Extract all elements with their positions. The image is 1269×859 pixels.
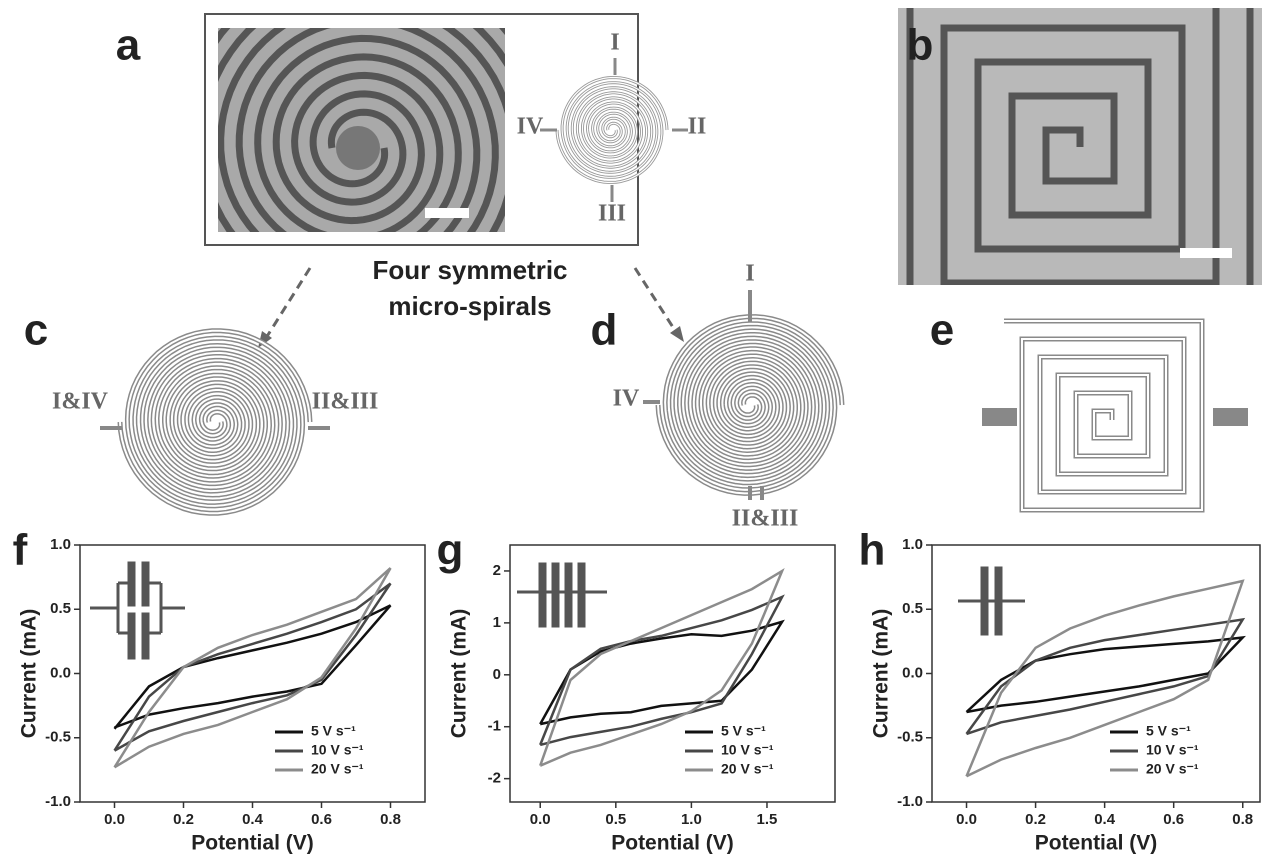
terminal-label: I bbox=[610, 30, 619, 56]
square-spiral-inner bbox=[1004, 321, 1202, 510]
y-tick-label: 1.0 bbox=[50, 536, 71, 553]
spiral-diagram-d bbox=[658, 317, 842, 494]
y-tick-label: 2 bbox=[493, 562, 501, 579]
spiral-diagram-c bbox=[120, 331, 310, 514]
legend-label: 20 V s⁻¹ bbox=[311, 761, 364, 777]
legend-label: 20 V s⁻¹ bbox=[721, 761, 774, 777]
x-axis-label: Potential (V) bbox=[1035, 832, 1158, 855]
terminal-label: IV bbox=[613, 386, 640, 412]
scale-bar bbox=[1180, 248, 1232, 258]
legend-label: 5 V s⁻¹ bbox=[1146, 723, 1191, 739]
legend-label: 5 V s⁻¹ bbox=[311, 723, 356, 739]
x-tick-label: 0.6 bbox=[311, 811, 332, 828]
panel-label: d bbox=[591, 306, 618, 355]
panel-label: b bbox=[907, 21, 934, 70]
terminal-label: IV bbox=[517, 114, 544, 140]
x-tick-label: 0.0 bbox=[530, 811, 551, 828]
panel-label: h bbox=[859, 526, 886, 575]
panel-label: a bbox=[116, 21, 141, 70]
y-tick-label: 0.0 bbox=[50, 664, 71, 681]
inset-h bbox=[958, 568, 1025, 634]
caption-line: Four symmetric bbox=[372, 255, 567, 285]
figure: I II III IV Four symmetric micro-spirals… bbox=[0, 0, 1269, 859]
legend-label: 10 V s⁻¹ bbox=[721, 742, 774, 758]
terminal-label: II&III bbox=[312, 389, 379, 415]
x-tick-label: 0.2 bbox=[1025, 811, 1046, 828]
spiral-diagram-a bbox=[557, 78, 667, 183]
terminal-label: III bbox=[598, 201, 626, 227]
terminal-label: II&III bbox=[732, 506, 799, 532]
terminal-pad bbox=[982, 408, 1017, 426]
panel-label: g bbox=[437, 526, 464, 575]
terminal-label: I&IV bbox=[52, 389, 109, 415]
legend-label: 20 V s⁻¹ bbox=[1146, 761, 1199, 777]
y-tick-label: -1.0 bbox=[45, 793, 71, 810]
scale-bar bbox=[425, 208, 469, 218]
terminal-label: I bbox=[745, 261, 754, 287]
inset-f bbox=[90, 563, 185, 658]
terminal-pad bbox=[1213, 408, 1248, 426]
y-tick-label: 1.0 bbox=[902, 536, 923, 553]
terminal-label: II bbox=[688, 114, 707, 140]
y-tick-label: 0.5 bbox=[50, 600, 71, 617]
y-axis-label: Current (mA) bbox=[448, 609, 471, 739]
photo-a-center bbox=[336, 126, 380, 170]
x-tick-label: 0.2 bbox=[173, 811, 194, 828]
x-tick-label: 0.4 bbox=[1094, 811, 1116, 828]
caption-line: micro-spirals bbox=[388, 291, 551, 321]
y-axis-label: Current (mA) bbox=[870, 609, 893, 739]
page: {"figure":{"panel_labels":["a","b","c","… bbox=[0, 0, 1269, 859]
x-axis-label: Potential (V) bbox=[611, 832, 734, 855]
legend-label: 5 V s⁻¹ bbox=[721, 723, 766, 739]
x-tick-label: 0.0 bbox=[956, 811, 977, 828]
x-tick-label: 0.5 bbox=[605, 811, 626, 828]
x-tick-label: 0.8 bbox=[380, 811, 401, 828]
x-tick-label: 1.5 bbox=[757, 811, 778, 828]
x-tick-label: 0.6 bbox=[1163, 811, 1184, 828]
panel-label: e bbox=[930, 306, 954, 355]
y-tick-label: 0 bbox=[493, 666, 501, 683]
y-tick-label: 0.0 bbox=[902, 664, 923, 681]
y-tick-label: -2 bbox=[488, 770, 501, 787]
y-tick-label: -1.0 bbox=[897, 793, 923, 810]
x-tick-label: 1.0 bbox=[681, 811, 702, 828]
y-tick-label: -1 bbox=[488, 718, 501, 735]
y-tick-label: -0.5 bbox=[45, 729, 71, 746]
inset-g bbox=[517, 564, 607, 626]
legend-label: 10 V s⁻¹ bbox=[311, 742, 364, 758]
panel-label: c bbox=[24, 306, 48, 355]
y-tick-label: 1 bbox=[493, 614, 501, 631]
x-tick-label: 0.4 bbox=[242, 811, 264, 828]
cv-curve bbox=[115, 605, 391, 728]
panel-label: f bbox=[13, 526, 28, 575]
x-axis-label: Potential (V) bbox=[191, 832, 314, 855]
square-spiral-e bbox=[1004, 321, 1202, 510]
square-spiral bbox=[1004, 321, 1202, 510]
x-tick-label: 0.8 bbox=[1232, 811, 1253, 828]
arrow-head bbox=[258, 326, 684, 348]
y-axis-label: Current (mA) bbox=[18, 609, 41, 739]
legend-label: 10 V s⁻¹ bbox=[1146, 742, 1199, 758]
y-tick-label: -0.5 bbox=[897, 729, 923, 746]
y-tick-label: 0.5 bbox=[902, 600, 923, 617]
x-tick-label: 0.0 bbox=[104, 811, 125, 828]
